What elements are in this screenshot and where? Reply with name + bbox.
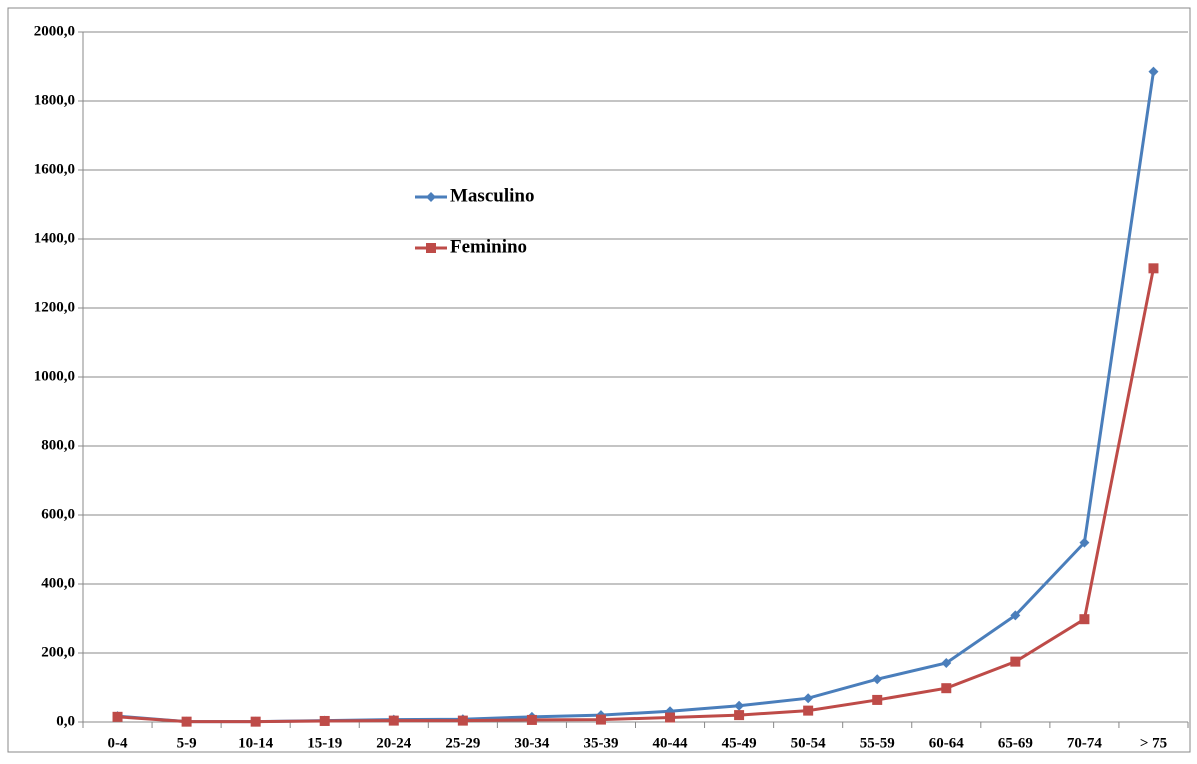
legend-label: Feminino (450, 236, 527, 257)
x-tick-label: > 75 (1140, 735, 1167, 751)
marker (1079, 614, 1090, 625)
marker (734, 700, 745, 711)
x-tick-label: 10-14 (238, 735, 273, 751)
y-tick-label: 2000,0 (34, 23, 75, 39)
marker (803, 693, 814, 704)
y-tick-label: 1800,0 (34, 92, 75, 108)
x-tick-label: 15-19 (307, 735, 342, 751)
x-tick-label: 5-9 (177, 735, 197, 751)
x-tick-label: 20-24 (376, 735, 411, 751)
x-tick-label: 40-44 (653, 735, 688, 751)
x-tick-label: 45-49 (722, 735, 757, 751)
marker (803, 705, 814, 716)
series-line (117, 268, 1155, 724)
marker (1010, 610, 1021, 621)
y-tick-label: 1600,0 (34, 161, 75, 177)
marker (457, 715, 468, 726)
x-tick-label: 30-34 (514, 735, 549, 751)
marker (665, 712, 676, 723)
marker (250, 716, 261, 727)
marker (1010, 656, 1021, 667)
x-tick-label: 35-39 (583, 735, 618, 751)
marker (941, 658, 952, 669)
x-tick-label: 60-64 (929, 735, 964, 751)
legend-label: Masculino (450, 185, 534, 206)
marker (319, 715, 330, 726)
x-tick-label: 65-69 (998, 735, 1033, 751)
marker (1079, 537, 1090, 548)
chart-border (7, 7, 1191, 753)
x-tick-label: 55-59 (860, 735, 895, 751)
marker (595, 714, 606, 725)
x-tick-label: 25-29 (445, 735, 480, 751)
marker (1148, 263, 1159, 274)
x-tick-label: 50-54 (791, 735, 826, 751)
y-tick-label: 400,0 (41, 575, 75, 591)
marker (872, 694, 883, 705)
marker (388, 715, 399, 726)
y-tick-label: 1400,0 (34, 230, 75, 246)
x-tick-label: 70-74 (1067, 735, 1102, 751)
y-tick-label: 1000,0 (34, 368, 75, 384)
marker (526, 714, 537, 725)
marker (941, 683, 952, 694)
marker (426, 192, 436, 202)
marker (112, 711, 123, 722)
marker (181, 716, 192, 727)
y-tick-label: 200,0 (41, 644, 75, 660)
y-tick-label: 600,0 (41, 506, 75, 522)
y-tick-label: 1200,0 (34, 299, 75, 315)
y-tick-label: 800,0 (41, 437, 75, 453)
y-tick-label: 0,0 (56, 713, 75, 729)
x-tick-label: 0-4 (108, 735, 128, 751)
marker (734, 710, 745, 721)
marker (426, 243, 436, 253)
marker (872, 674, 883, 685)
marker (1148, 66, 1159, 77)
